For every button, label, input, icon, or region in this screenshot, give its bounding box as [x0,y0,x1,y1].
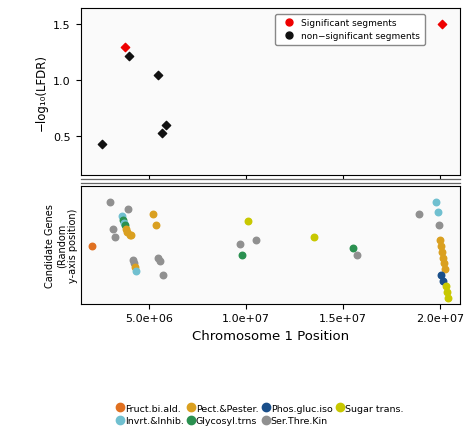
Point [98,141,106,148]
Point [149,211,156,218]
Point [443,289,451,296]
Point [130,260,138,267]
Point [121,44,129,51]
Point [120,220,128,227]
Point [415,211,423,218]
Point [155,254,162,261]
Point [244,218,252,225]
Point [438,272,445,279]
Point [441,266,449,273]
Point [121,223,129,230]
Point [156,258,164,265]
Point [129,257,137,264]
Point [163,122,170,129]
Point [128,232,135,239]
Point [131,264,139,271]
Point [349,245,356,252]
Point [153,223,160,230]
Y-axis label: Candidate Genes
(Random
y-axis position): Candidate Genes (Random y-axis position) [45,204,78,287]
Point [111,234,118,241]
Y-axis label: −log₁₀(LFDR): −log₁₀(LFDR) [35,54,48,131]
Point [433,200,440,207]
Point [252,237,259,244]
Point [435,209,442,216]
Point [438,243,445,250]
Point [158,130,166,137]
Point [310,234,318,241]
Point [106,200,114,207]
Point [353,252,361,259]
X-axis label: Chromosome 1 Position: Chromosome 1 Position [191,329,349,342]
Point [122,226,130,233]
Point [123,229,131,236]
Legend: Fruct.bi.ald., Invrt.&Inhib., Pect.&Pester., Glycosyl.trns, Phos.gluc.iso, Ser.T: Fruct.bi.ald., Invrt.&Inhib., Pect.&Pest… [114,400,407,429]
Point [132,268,140,275]
Point [437,237,444,244]
Point [439,254,447,261]
Point [444,295,452,302]
Point [438,22,446,29]
Point [119,217,127,224]
Point [238,252,246,259]
Point [155,72,162,79]
Point [126,53,133,60]
Point [118,213,126,220]
Point [439,277,447,284]
Point [125,207,132,214]
Point [236,241,244,248]
Point [436,223,443,230]
Point [127,232,134,239]
Point [438,249,446,256]
Point [440,260,448,267]
Point [109,226,117,233]
Point [442,283,450,290]
Legend: Significant segments, non−significant segments: Significant segments, non−significant se… [275,15,425,46]
Point [89,243,96,250]
Point [159,272,167,279]
